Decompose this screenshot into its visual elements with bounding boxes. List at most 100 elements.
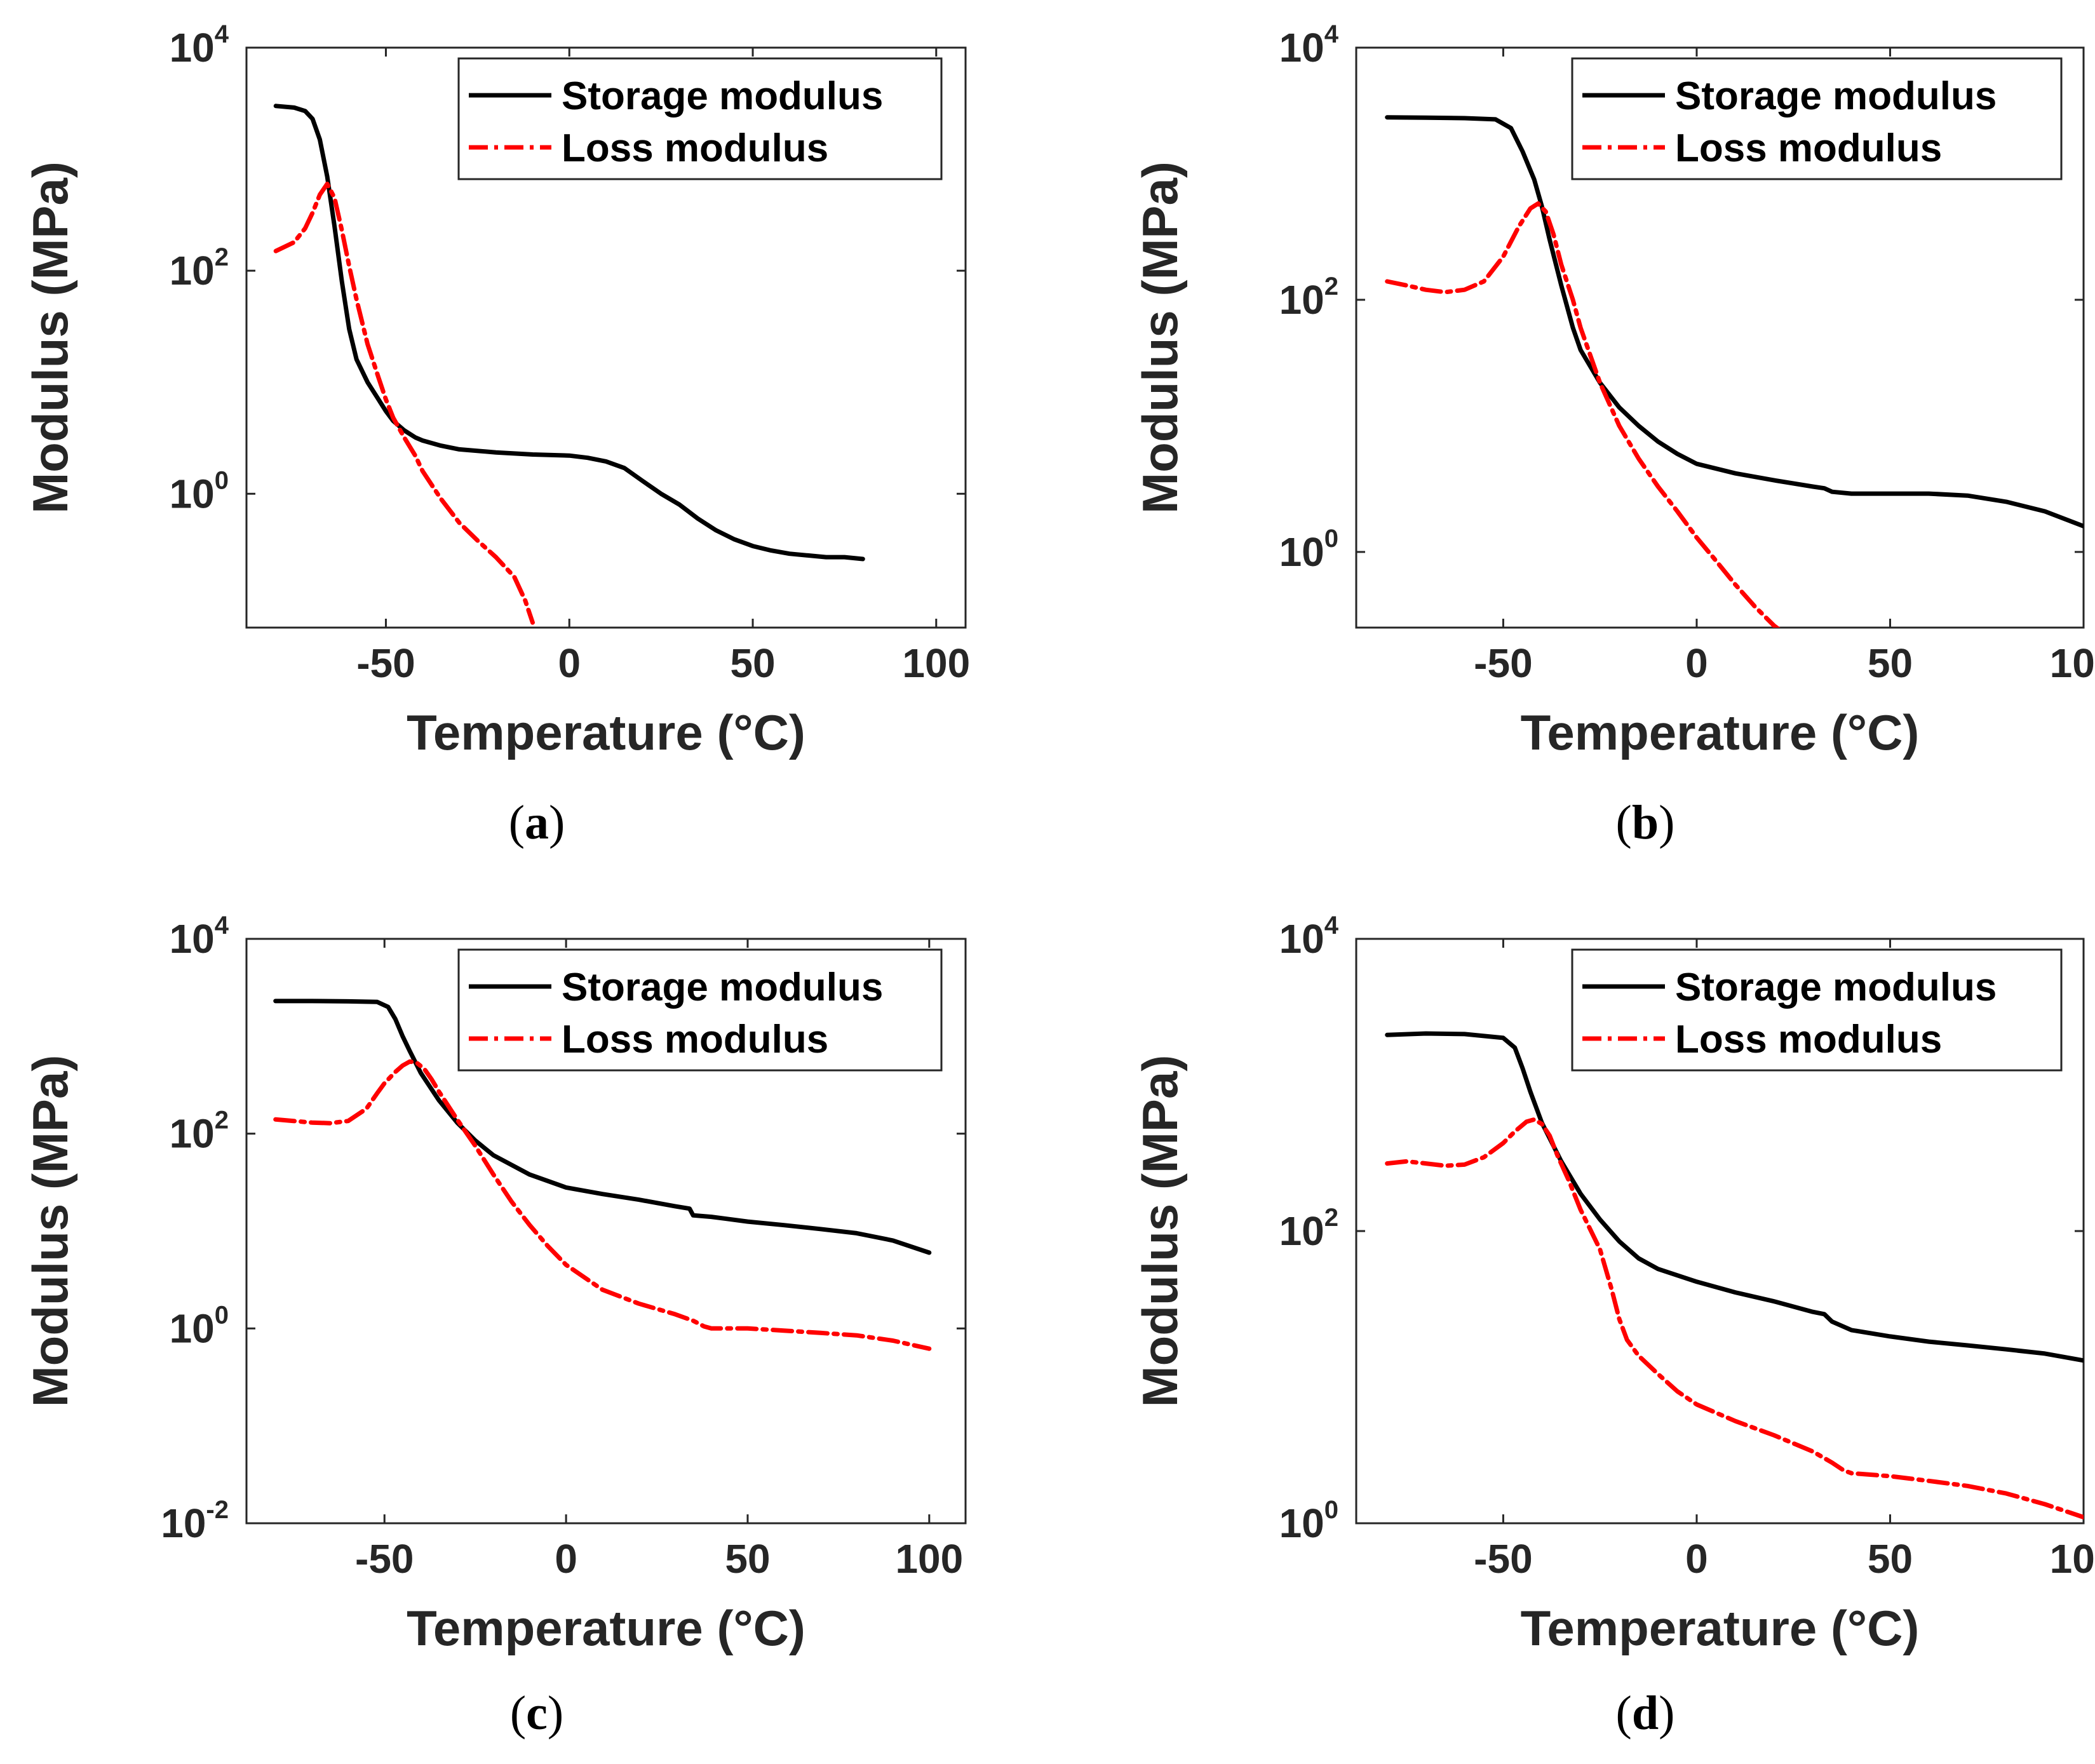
- loss-modulus-line: [1385, 1117, 2084, 1519]
- storage-modulus-line: [1385, 115, 2084, 529]
- y-tick-label: 104: [170, 912, 229, 962]
- axes-box: [245, 46, 967, 629]
- x-tick-label: 50: [1868, 640, 1913, 686]
- storage-modulus-line: [273, 104, 865, 562]
- x-tick-label: 50: [1868, 1536, 1913, 1582]
- x-tick-label: 0: [558, 640, 581, 686]
- x-tick-label: 0: [1685, 640, 1708, 686]
- panel-caption: (c): [510, 1687, 563, 1740]
- y-tick-exponent: 4: [215, 912, 229, 939]
- legend-box: [1571, 57, 2063, 180]
- x-tick-label: 100: [895, 1536, 963, 1582]
- y-tick-base: 10: [170, 1305, 215, 1351]
- y-tick-label: 100: [1279, 525, 1338, 575]
- x-axis-label: Temperature (°C): [1521, 1600, 1920, 1656]
- x-tick-label: -50: [355, 1536, 414, 1582]
- caption-letter: a: [525, 796, 549, 849]
- x-tick-label: -50: [1474, 640, 1533, 686]
- legend-storage-label: Storage modulus: [1675, 966, 1997, 1009]
- y-tick-exponent: 4: [215, 20, 229, 48]
- loss-modulus-line: [1385, 201, 1781, 628]
- y-axis-label: Modulus (MPa): [1132, 161, 1188, 514]
- y-tick-base: 10: [170, 471, 215, 516]
- x-tick-label: 50: [730, 640, 775, 686]
- y-tick-exponent: 4: [1324, 20, 1339, 48]
- legend-storage-label: Storage modulus: [562, 74, 883, 118]
- x-axis-label: Temperature (°C): [407, 1600, 805, 1656]
- caption-paren-close: ): [549, 796, 565, 849]
- x-tick-label: 100: [2050, 640, 2095, 686]
- x-axis-label: Temperature (°C): [1521, 704, 1920, 760]
- y-tick-label: 102: [1279, 1204, 1338, 1254]
- storage-modulus-line: [1385, 1031, 2084, 1363]
- caption-paren-close: ): [1659, 796, 1674, 849]
- x-tick-label: -50: [1474, 1536, 1533, 1582]
- caption-paren-open: (: [1616, 1687, 1632, 1740]
- caption-letter: c: [526, 1687, 548, 1740]
- legend-loss-label: Loss modulus: [1675, 1018, 1942, 1061]
- y-tick-label: 102: [170, 243, 229, 293]
- caption-paren-close: ): [548, 1687, 563, 1740]
- y-tick-base: 10: [1279, 1208, 1324, 1254]
- y-tick-base: 10: [1279, 25, 1324, 71]
- panel-caption: (a): [509, 796, 565, 849]
- legend-box: [457, 57, 943, 180]
- panel-caption: (d): [1616, 1687, 1675, 1740]
- legend-loss-label: Loss modulus: [562, 126, 828, 170]
- y-tick-base: 10: [161, 1500, 206, 1546]
- y-tick-label: 100: [170, 1301, 229, 1351]
- legend-loss-label: Loss modulus: [1675, 126, 1942, 170]
- y-tick-label: 102: [170, 1107, 229, 1157]
- y-tick-label: 100: [170, 466, 229, 516]
- legend-loss-label: Loss modulus: [562, 1018, 828, 1061]
- y-tick-exponent: 0: [215, 466, 229, 494]
- series-group: [1385, 1031, 2084, 1519]
- x-tick-label: 0: [1685, 1536, 1708, 1582]
- y-tick-label: 102: [1279, 273, 1338, 323]
- caption-paren-open: (: [1616, 796, 1632, 849]
- caption-paren-close: ): [1659, 1687, 1674, 1740]
- legend-box: [457, 948, 943, 1072]
- y-tick-exponent: 0: [1324, 1496, 1338, 1524]
- y-axis-label: Modulus (MPa): [22, 1055, 78, 1408]
- y-tick-exponent: 2: [215, 1107, 229, 1134]
- axes-box: [245, 938, 967, 1525]
- y-tick-base: 10: [1279, 529, 1324, 575]
- y-tick-base: 10: [1279, 916, 1324, 962]
- series-group: [273, 104, 865, 625]
- y-tick-exponent: 2: [1324, 1204, 1338, 1232]
- y-tick-base: 10: [170, 25, 215, 71]
- caption-letter: b: [1632, 796, 1659, 849]
- axes-box: [1355, 46, 2085, 629]
- y-tick-base: 10: [1279, 1500, 1324, 1546]
- loss-modulus-line: [273, 1059, 932, 1351]
- y-tick-label: 10-2: [161, 1496, 229, 1546]
- series-group: [1385, 115, 2084, 628]
- caption-letter: d: [1632, 1687, 1659, 1740]
- y-tick-base: 10: [170, 248, 215, 293]
- caption-paren-open: (: [509, 796, 525, 849]
- series-group: [273, 999, 932, 1351]
- legend-box: [1571, 948, 2063, 1072]
- y-tick-base: 10: [170, 916, 215, 962]
- legend-storage-label: Storage modulus: [562, 966, 883, 1009]
- y-tick-label: 100: [1279, 1496, 1338, 1546]
- y-tick-label: 104: [1279, 912, 1339, 962]
- y-tick-exponent: 0: [1324, 525, 1338, 553]
- y-tick-base: 10: [170, 1111, 215, 1157]
- x-tick-label: 100: [902, 640, 970, 686]
- legend-storage-label: Storage modulus: [1675, 74, 1997, 118]
- x-tick-label: 50: [725, 1536, 770, 1582]
- y-tick-label: 104: [1279, 20, 1339, 71]
- panel-caption: (b): [1616, 796, 1675, 849]
- y-tick-exponent: -2: [206, 1496, 229, 1524]
- y-tick-label: 104: [170, 20, 229, 71]
- x-tick-label: -50: [356, 640, 415, 686]
- y-tick-exponent: 4: [1324, 912, 1339, 939]
- x-tick-label: 0: [555, 1536, 577, 1582]
